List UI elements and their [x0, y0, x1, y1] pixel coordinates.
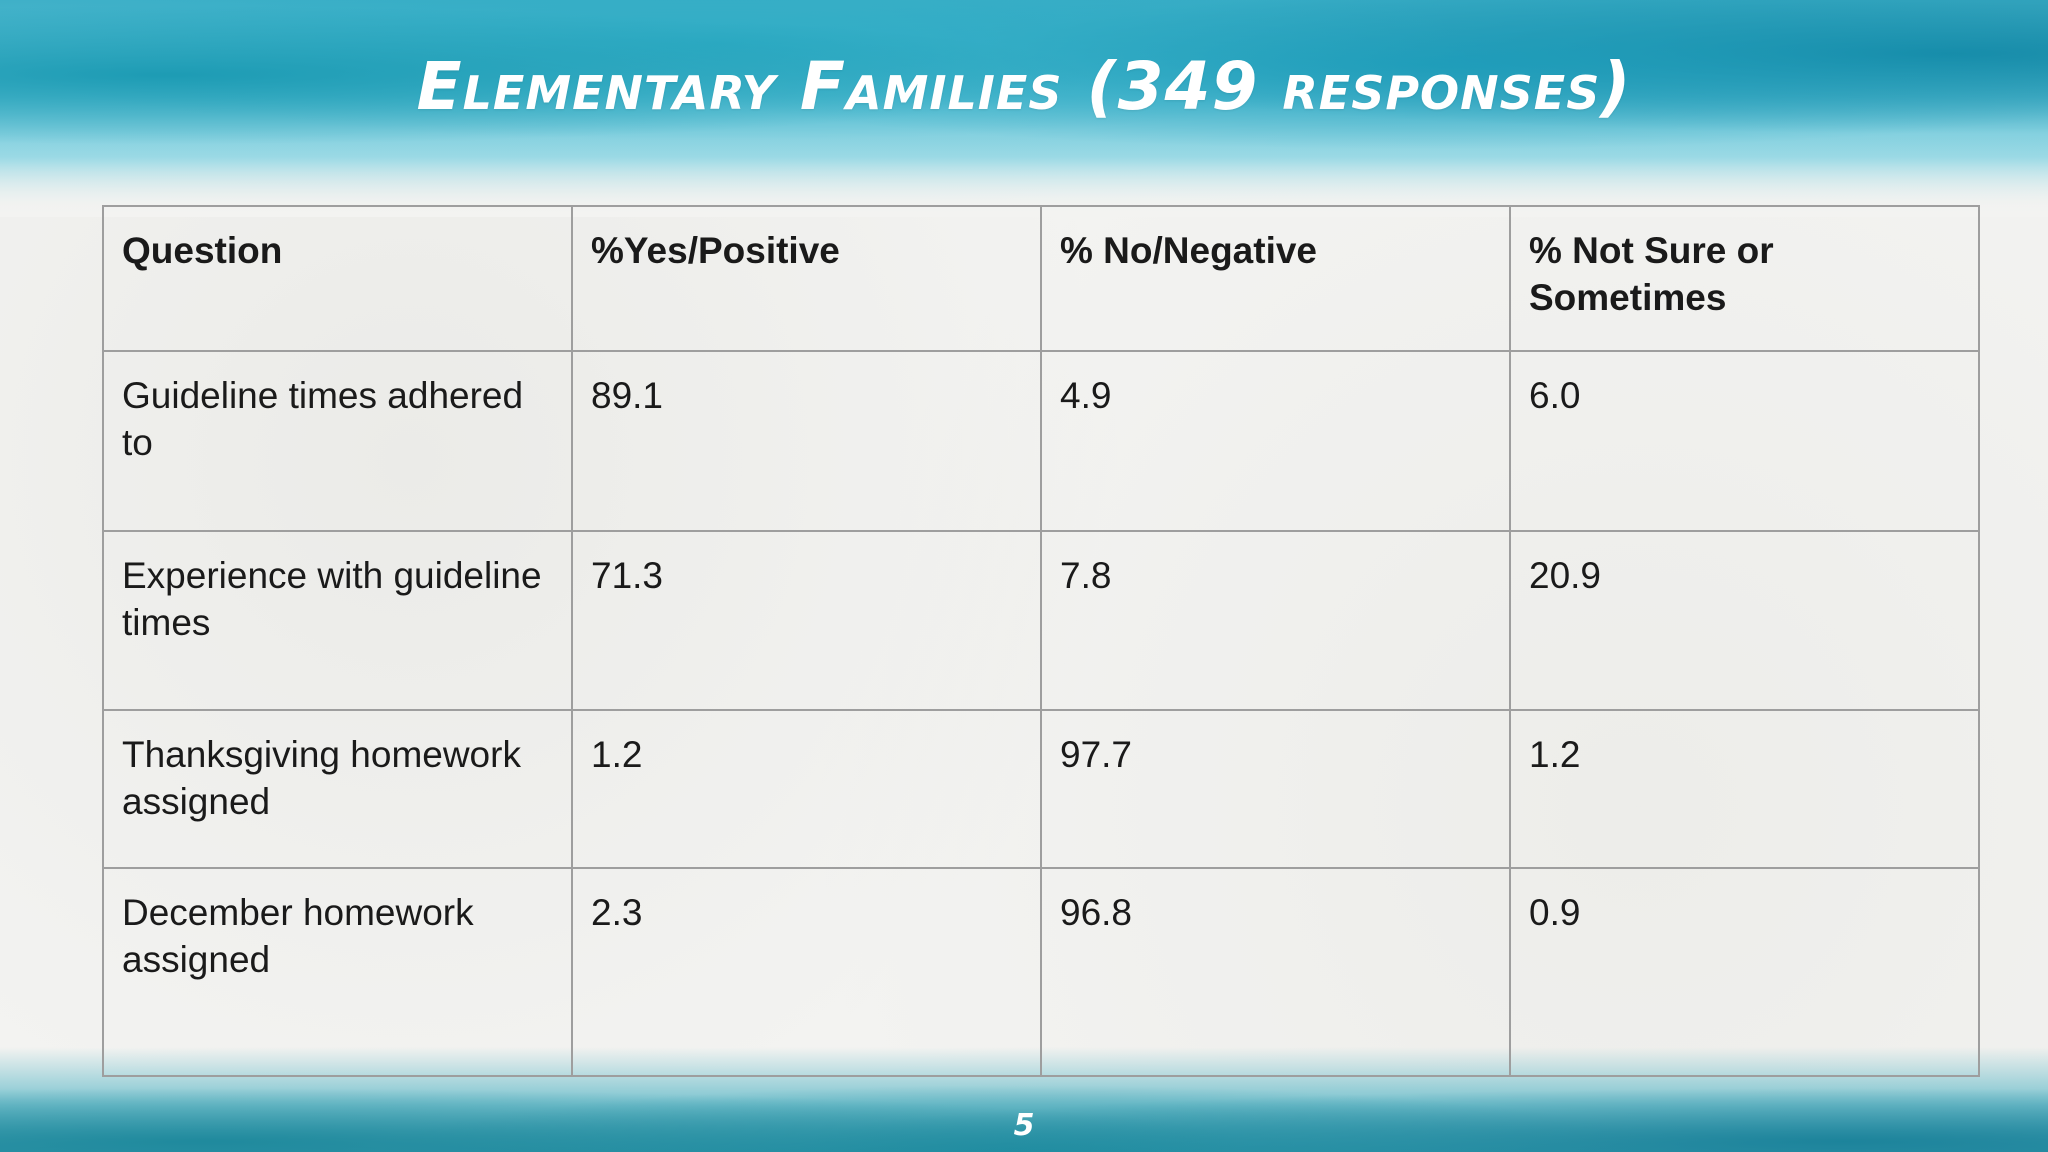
cell-question: December homework assigned — [102, 867, 573, 1077]
table-row: December homework assigned 2.3 96.8 0.9 — [102, 867, 1980, 1077]
cell-yes: 1.2 — [571, 709, 1042, 869]
watercolor-header-band — [0, 0, 2048, 217]
header-no-negative: % No/Negative — [1040, 205, 1511, 352]
table-header-row: Question %Yes/Positive % No/Negative % N… — [102, 205, 1980, 352]
cell-yes: 71.3 — [571, 530, 1042, 711]
cell-question: Experience with guideline times — [102, 530, 573, 711]
cell-question: Guideline times adhered to — [102, 350, 573, 532]
cell-no: 4.9 — [1040, 350, 1511, 532]
header-not-sure: % Not Sure or Sometimes — [1509, 205, 1980, 352]
results-table: Question %Yes/Positive % No/Negative % N… — [102, 205, 1980, 1077]
cell-yes: 89.1 — [571, 350, 1042, 532]
cell-no: 97.7 — [1040, 709, 1511, 869]
cell-no: 7.8 — [1040, 530, 1511, 711]
table-row: Guideline times adhered to 89.1 4.9 6.0 — [102, 350, 1980, 532]
cell-not-sure: 0.9 — [1509, 867, 1980, 1077]
page-number: 5 — [1013, 1108, 1035, 1143]
cell-yes: 2.3 — [571, 867, 1042, 1077]
cell-not-sure: 20.9 — [1509, 530, 1980, 711]
header-question: Question — [102, 205, 573, 352]
cell-question: Thanksgiving homework assigned — [102, 709, 573, 869]
header-yes-positive: %Yes/Positive — [571, 205, 1042, 352]
table-row: Experience with guideline times 71.3 7.8… — [102, 530, 1980, 711]
cell-not-sure: 6.0 — [1509, 350, 1980, 532]
cell-not-sure: 1.2 — [1509, 709, 1980, 869]
slide-title: Elementary Families (349 responses) — [416, 48, 1632, 125]
table-row: Thanksgiving homework assigned 1.2 97.7 … — [102, 709, 1980, 869]
cell-no: 96.8 — [1040, 867, 1511, 1077]
